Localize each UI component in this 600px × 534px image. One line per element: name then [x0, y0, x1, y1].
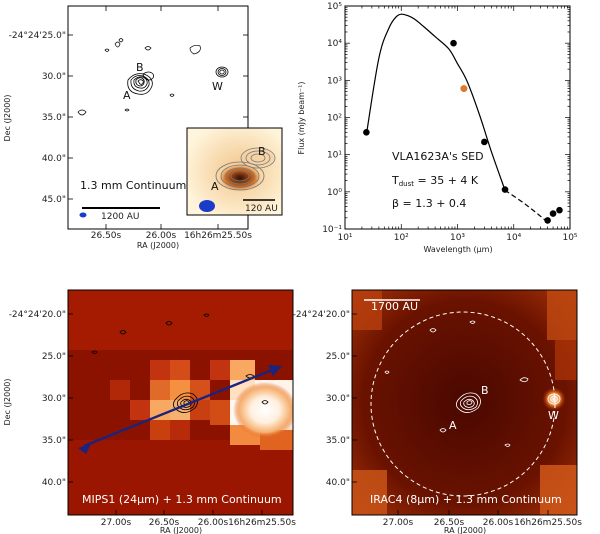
- outflow-arrow: [78, 365, 282, 454]
- dec-tick-label: 25.0": [326, 352, 350, 362]
- irac-pixels: [352, 290, 577, 515]
- sed-y-tick-label: 10⁵: [327, 2, 342, 12]
- source-label-a: A: [123, 89, 131, 102]
- sed-beta: β = 1.3 + 0.4: [392, 197, 466, 210]
- irac-axis-ticks: [352, 313, 549, 515]
- inset-zoom: B A 120 AU: [186, 127, 283, 216]
- x-axis-label: RA (J2000): [444, 526, 486, 534]
- sed-x-tick-label: 10¹: [337, 233, 352, 243]
- irac-contours: [384, 320, 561, 447]
- sed-title: VLA1623A's SED: [392, 150, 484, 163]
- panel-contour-map: -24°24'25.0" 30.0" 35.0" 40.0" 45.0" 26.…: [3, 5, 283, 250]
- source-label-b: B: [136, 61, 144, 74]
- ra-tick-label: 27.00s: [383, 518, 414, 528]
- sed-highlight-point: [460, 85, 468, 92]
- sed-y-tick-label: 10⁴: [327, 39, 342, 49]
- sed-y-axis-label: Flux (mJy beam⁻¹): [297, 82, 306, 155]
- contours-source-a: [127, 71, 154, 95]
- ra-tick-label: 26.00s: [483, 518, 514, 528]
- mips-axis-ticks: [68, 313, 263, 515]
- inset-scale-label: 120 AU: [245, 204, 278, 214]
- sed-x-tick-label: 10³: [450, 233, 465, 243]
- dec-tick-label: 30.0": [42, 72, 66, 82]
- dec-tick-label: -24°24'20.0": [9, 310, 66, 320]
- x-axis-label: RA (J2000): [137, 241, 179, 250]
- axis-ticks: [68, 6, 248, 229]
- ra-tick-label: 16h26m25.50s: [184, 231, 252, 241]
- sed-data-point: [501, 186, 509, 193]
- contours-noise: [77, 38, 201, 116]
- x-axis-label: RA (J2000): [160, 526, 202, 534]
- irac-scale-label: 1700 AU: [371, 300, 418, 313]
- beam-ellipse: [79, 212, 87, 218]
- panel-mips1-map: -24°24'20.0" 25.0" 30.0" 35.0" 40.0" 27.…: [3, 289, 296, 534]
- sed-data-point: [363, 128, 370, 136]
- sed-x-tick-label: 10⁴: [506, 233, 521, 243]
- dec-tick-label: 35.0": [42, 436, 66, 446]
- irac-source-a: A: [449, 419, 457, 432]
- sed-y-tick-label: 10³: [327, 76, 342, 86]
- sed-axis-ticks: [344, 5, 571, 230]
- dec-tick-label: 30.0": [42, 394, 66, 404]
- inset-label-a: A: [211, 180, 219, 193]
- irac-source-w: W: [548, 409, 559, 422]
- inset-label-b: B: [258, 145, 266, 158]
- panel-irac4-map: -24°24'20.0" 25.0" 30.0" 35.0" 40.0" 27.…: [293, 289, 582, 534]
- dec-tick-label: -24°24'20.0": [293, 310, 350, 320]
- dec-tick-label: 35.0": [42, 113, 66, 123]
- ra-tick-label: 16h26m25.50s: [514, 518, 582, 528]
- dec-tick-label: 45.0": [42, 195, 66, 205]
- dec-tick-label: 40.0": [42, 154, 66, 164]
- sed-y-tick-label: 10⁻¹: [322, 225, 342, 235]
- sed-y-tick-label: 10¹: [327, 151, 342, 161]
- sed-frame: [344, 5, 571, 230]
- dec-tick-label: 25.0": [42, 352, 66, 362]
- sed-x-tick-label: 10²: [394, 233, 409, 243]
- sed-data-point: [450, 39, 457, 47]
- sed-tdust-rest: = 35 + 4 K: [414, 174, 479, 187]
- sed-y-tick-label: 10²: [327, 114, 342, 124]
- ra-tick-label: 16h26m25.50s: [228, 518, 296, 528]
- ra-tick-label: 26.50s: [149, 518, 180, 528]
- dec-tick-label: 30.0": [326, 394, 350, 404]
- dec-tick-label: 35.0": [326, 436, 350, 446]
- y-axis-label: Dec (J2000): [3, 379, 12, 426]
- sed-data-point: [481, 138, 488, 146]
- sed-tdust-sub: dust: [399, 180, 415, 188]
- sed-x-tick-label: 10⁵: [562, 233, 577, 243]
- sed-data-point: [549, 210, 557, 217]
- y-axis-label: Dec (J2000): [3, 95, 12, 142]
- sed-y-tick-label: 10⁰: [327, 188, 342, 198]
- dec-tick-label: 40.0": [326, 478, 350, 488]
- scale-bar-label: 1200 AU: [101, 212, 140, 222]
- irac-caption: IRAC4 (8μm) + 1.3 mm Continuum: [370, 493, 562, 506]
- mips-caption: MIPS1 (24μm) + 1.3 mm Continuum: [82, 493, 282, 506]
- sed-data-point: [544, 217, 551, 224]
- sed-fit-curve: [365, 13, 506, 191]
- dec-tick-label: 40.0": [42, 478, 66, 488]
- ra-tick-label: 26.50s: [91, 231, 122, 241]
- sed-data-point: [556, 206, 563, 214]
- inset-beam-ellipse: [199, 200, 215, 212]
- legend-continuum: 1.3 mm Continuum: [80, 179, 186, 192]
- sed-x-axis-label: Wavelength (μm): [423, 245, 492, 254]
- dec-tick-label: -24°24'25.0": [9, 31, 66, 41]
- sed-tdust: Tdust = 35 + 4 K: [391, 174, 479, 188]
- irac-source-b: B: [481, 384, 489, 397]
- ra-tick-label: 26.00s: [198, 518, 229, 528]
- ra-tick-label: 26.50s: [434, 518, 465, 528]
- source-label-w: W: [212, 80, 223, 93]
- panel-sed-chart: 10¹ 10² 10³ 10⁴ 10⁵ 10⁻¹ 10⁰ 10¹ 10² 10³ 10⁴ 10⁵ V…: [297, 2, 578, 254]
- contours-source-w: [215, 66, 229, 78]
- ra-tick-label: 26.00s: [146, 231, 177, 241]
- ra-tick-label: 27.00s: [101, 518, 132, 528]
- sed-tdust-main: T: [391, 174, 399, 187]
